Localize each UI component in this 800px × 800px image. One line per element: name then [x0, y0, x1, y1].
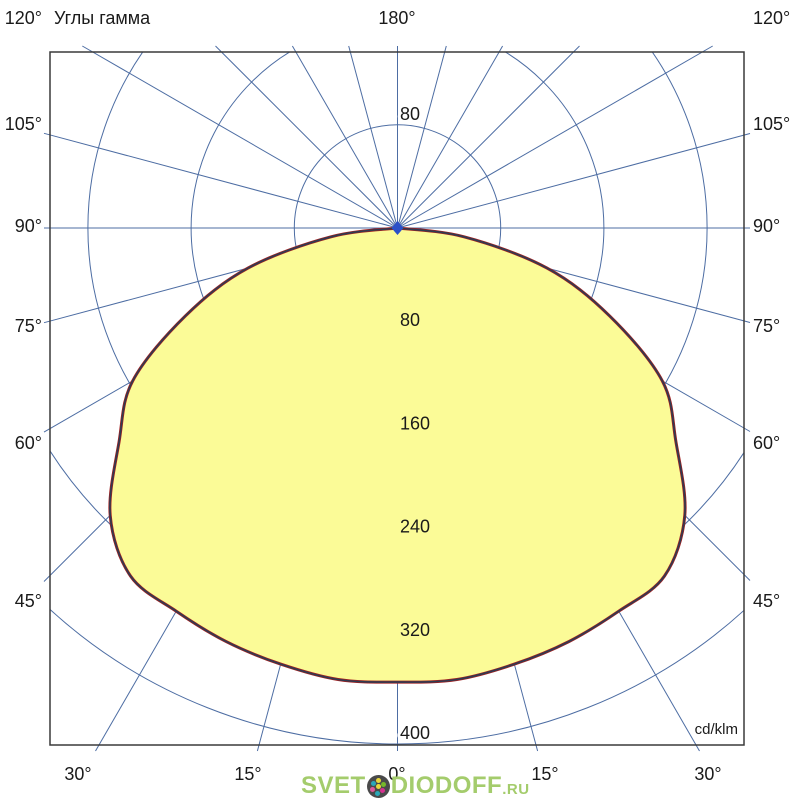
right-angle-label-90: 90° — [753, 216, 780, 236]
chart-title: Углы гамма — [54, 8, 151, 28]
bottom-angle-label-right-15: 15° — [531, 764, 558, 784]
gamma-ray-255 — [43, 132, 398, 229]
radial-tick-label-80: 80 — [400, 310, 420, 330]
led-color-wheel-icon — [366, 774, 390, 798]
gamma-ray-105 — [397, 133, 751, 229]
polar-center-marker — [391, 221, 404, 235]
gamma-ray-210 — [291, 45, 398, 229]
left-angle-label-45: 45° — [15, 591, 42, 611]
intensity-lobe-dark — [109, 227, 686, 683]
radial-circle-400 — [50, 608, 744, 745]
bottom-angle-label-left-15: 15° — [234, 764, 261, 784]
radial-tick-label-320: 320 — [400, 620, 430, 640]
gamma-ray-225 — [215, 45, 398, 229]
radial-tick-label-160: 160 — [400, 413, 430, 433]
gamma-ray-135 — [397, 45, 580, 229]
right-angle-label-105: 105° — [753, 114, 790, 134]
left-angle-label-90: 90° — [15, 216, 42, 236]
gamma-ray-120 — [397, 45, 713, 229]
top-center-angle-label: 180° — [378, 8, 415, 28]
intensity-curve — [108, 221, 687, 684]
watermark-text-left: SVET — [301, 772, 366, 799]
left-angle-label-60: 60° — [15, 433, 42, 453]
left-angle-label-105: 105° — [5, 114, 42, 134]
upper-radial-tick-label: 80 — [400, 104, 420, 124]
watermark-suffix: .RU — [502, 781, 530, 798]
radial-tick-labels: 80 80 160 240 320 400 — [397, 101, 433, 746]
corner-label-top-left: 120° — [5, 8, 42, 28]
watermark-text-right: DIODOFF — [390, 772, 503, 799]
radial-tick-label-240: 240 — [400, 517, 430, 537]
right-angle-label-75: 75° — [753, 316, 780, 336]
right-angle-label-45: 45° — [753, 591, 780, 611]
bottom-angle-label-0: 0° — [388, 764, 405, 784]
gamma-ray-165 — [397, 45, 447, 229]
gamma-ray-195 — [348, 45, 398, 229]
watermark: SVET DIODOFF .RU — [301, 774, 530, 798]
right-angle-label-60: 60° — [753, 433, 780, 453]
left-angle-label-75: 75° — [15, 316, 42, 336]
bottom-angle-label-right-30: 30° — [694, 764, 721, 784]
plot-border — [49, 51, 745, 746]
gamma-ray-240 — [82, 45, 398, 229]
units-label: cd/klm — [695, 721, 738, 738]
corner-label-top-right: 120° — [753, 8, 790, 28]
radial-tick-label-400: 400 — [400, 723, 430, 743]
bottom-angle-label-left-30: 30° — [64, 764, 91, 784]
gamma-ray-150 — [397, 45, 504, 229]
intensity-lobe-red — [108, 226, 687, 684]
